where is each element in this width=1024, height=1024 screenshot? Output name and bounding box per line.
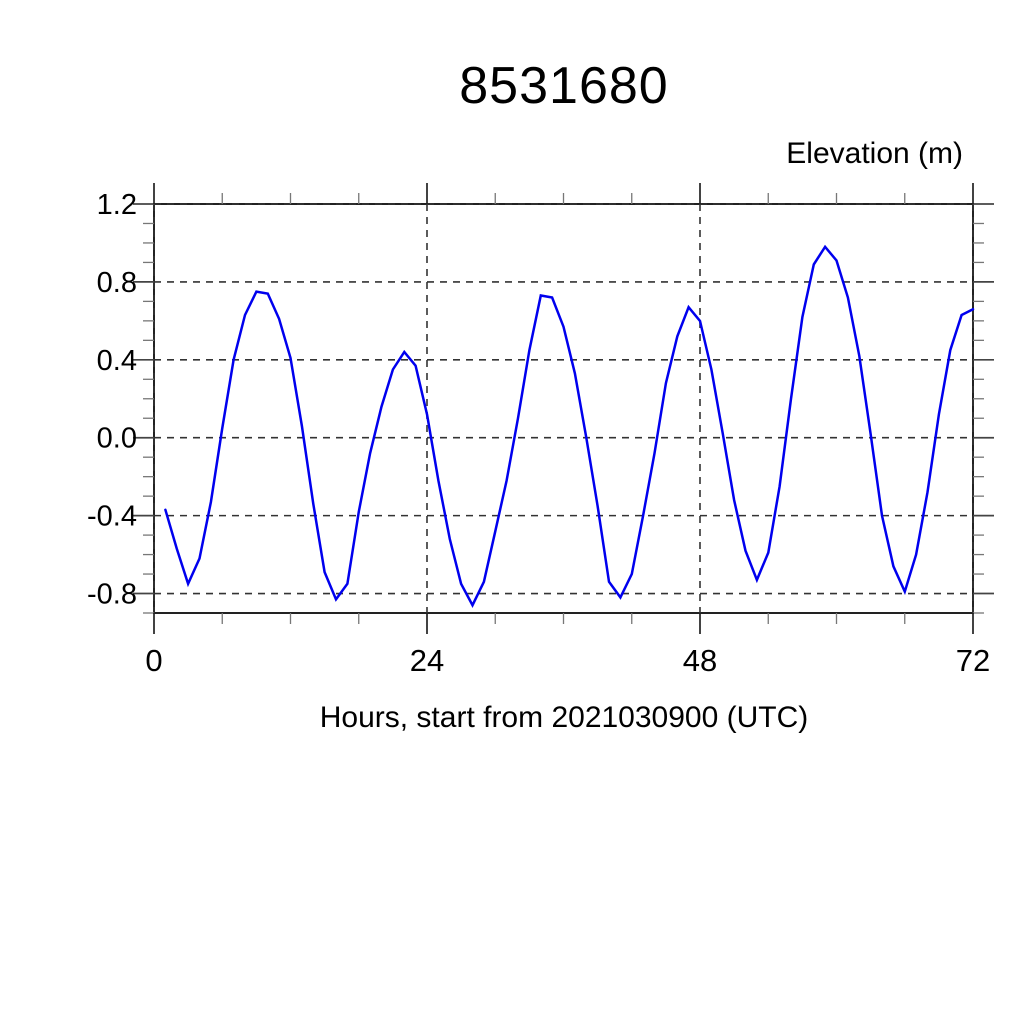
y-tick-label: -0.8 (87, 579, 137, 611)
y-tick-label: -0.4 (87, 501, 137, 533)
tide-curve (164, 244, 975, 608)
y-axis-title: Elevation (m) (786, 137, 963, 170)
y-tick-label: 0.0 (97, 423, 137, 455)
x-tick-label: 0 (145, 643, 162, 678)
plot-frame (153, 203, 974, 614)
y-tick-label: 1.2 (97, 189, 137, 221)
plot-title: 8531680 (459, 57, 669, 115)
x-tick-label: 48 (683, 643, 717, 678)
x-axis-title: Hours, start from 2021030900 (UTC) (319, 701, 809, 734)
y-tick-label: 0.4 (97, 345, 137, 377)
y-tick-label: 0.8 (97, 267, 137, 299)
x-tick-label: 24 (410, 643, 444, 678)
x-tick-label: 72 (956, 643, 990, 678)
